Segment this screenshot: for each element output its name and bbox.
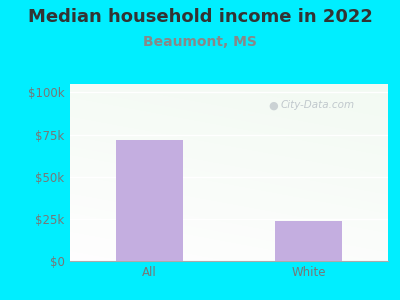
Text: City-Data.com: City-Data.com bbox=[281, 100, 355, 110]
Bar bbox=[275, 220, 342, 261]
Text: Median household income in 2022: Median household income in 2022 bbox=[28, 8, 372, 26]
Text: ●: ● bbox=[269, 100, 278, 110]
Bar bbox=[116, 140, 183, 261]
Text: Beaumont, MS: Beaumont, MS bbox=[143, 34, 257, 49]
